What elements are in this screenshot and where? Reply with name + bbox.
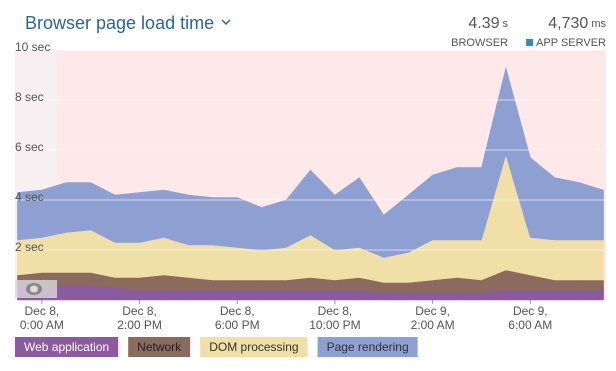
summary-number: 4,730: [548, 15, 588, 32]
legend-swatch: [317, 337, 418, 357]
y-tick-label: 10 sec: [15, 40, 50, 54]
legend-swatch: [15, 337, 119, 357]
dropdown-chevron[interactable]: [221, 19, 231, 25]
legend-label: Network: [137, 340, 182, 354]
legend-label: DOM processing: [209, 340, 298, 354]
summary-value: 4.39 s: [468, 15, 508, 32]
scrubber-handle-inner: [30, 285, 38, 293]
x-tick-label: Dec 9, 2:00 AM: [410, 304, 455, 332]
legend-item[interactable]: DOM processing: [200, 337, 308, 357]
x-tick-label: Dec 8, 0:00 AM: [19, 304, 64, 332]
legend-label: Page rendering: [327, 340, 409, 354]
y-tick-label: 4 sec: [15, 190, 44, 204]
summary-label: BROWSER: [451, 37, 508, 49]
summary-swatch: [526, 39, 534, 46]
y-tick-label: 8 sec: [15, 90, 44, 104]
legend-item[interactable]: Web application: [15, 337, 119, 357]
legend-swatch: [128, 337, 191, 357]
x-tick-label: Dec 8, 10:00 PM: [309, 304, 361, 332]
y-tick-label: 6 sec: [15, 140, 44, 154]
summary-number: 4.39: [468, 15, 499, 32]
summary-value: 4,730 ms: [548, 15, 606, 32]
x-tick-label: Dec 8, 6:00 PM: [214, 304, 260, 332]
legend-swatch: [200, 337, 308, 357]
x-tick-label: Dec 9, 6:00 AM: [508, 304, 553, 332]
legend-item[interactable]: Page rendering: [317, 337, 418, 357]
legend-label: Web application: [24, 340, 109, 354]
chart-title[interactable]: Browser page load time: [25, 13, 214, 33]
legend-item[interactable]: Network: [128, 337, 191, 357]
summary-unit: ms: [591, 18, 606, 30]
y-tick-label: 2 sec: [15, 240, 44, 254]
area: [17, 67, 604, 258]
summary-label: APP SERVER: [536, 37, 606, 49]
x-tick-label: Dec 8, 2:00 PM: [117, 304, 162, 332]
summary-unit: s: [503, 18, 509, 30]
